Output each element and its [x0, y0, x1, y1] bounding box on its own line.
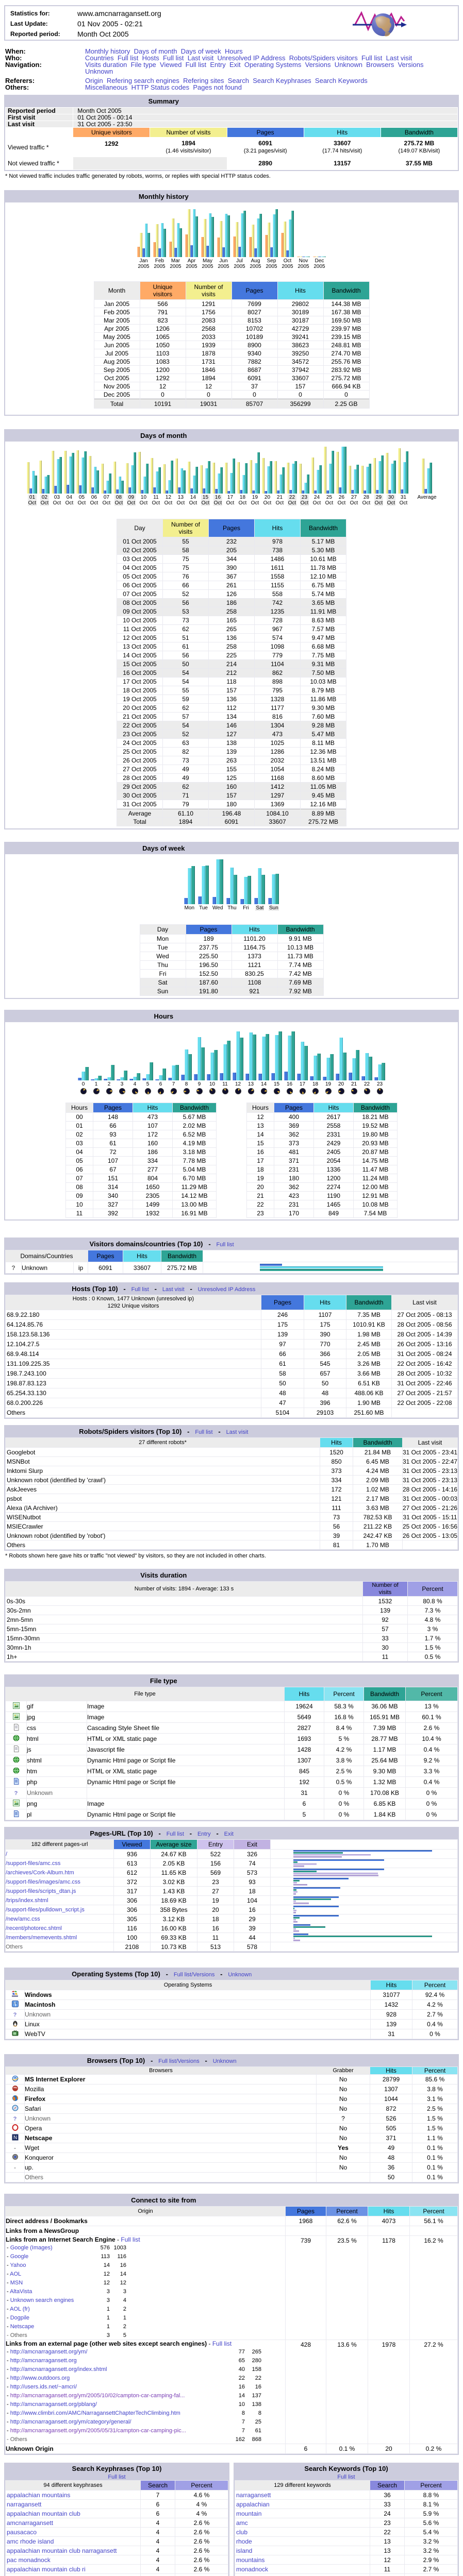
svg-text:N: N	[13, 2135, 17, 2141]
